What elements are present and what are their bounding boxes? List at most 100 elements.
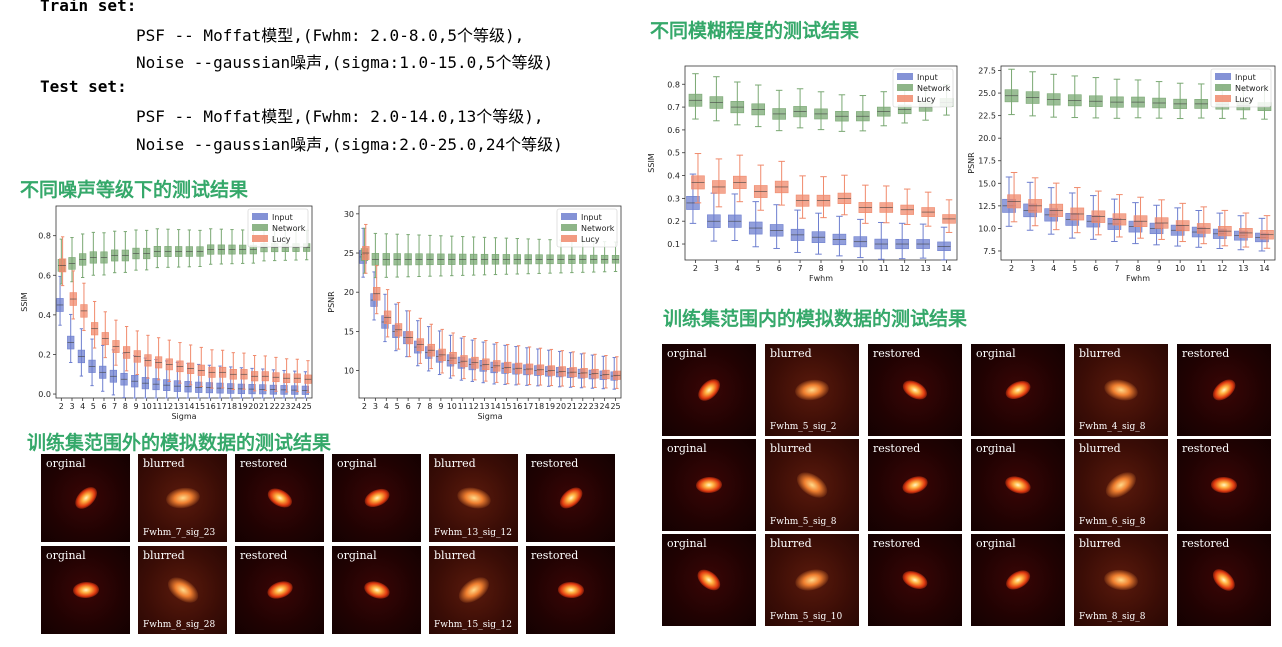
tile-params: Fwhm_5_sig_10 [770, 612, 843, 622]
x-tick-label: 11 [1196, 264, 1206, 273]
galaxy-tile-blurred: blurred Fwhm_6_sig_8 [1074, 439, 1168, 531]
tile-label: restored [240, 549, 288, 562]
tile-label: restored [873, 537, 921, 550]
tile-label: blurred [770, 442, 812, 455]
y-tick-label: 25.0 [978, 89, 996, 98]
y-tick-label: 0.4 [667, 172, 680, 181]
x-tick-label: 12 [1217, 264, 1227, 273]
galaxy-image [694, 375, 724, 405]
x-tick-label: 13 [479, 402, 489, 411]
galaxy-tile-orginal: orginal [332, 546, 421, 634]
x-tick-label: 14 [184, 402, 194, 411]
x-tick-label: 22 [270, 402, 280, 411]
x-axis-label: Fwhm [809, 274, 833, 283]
x-tick-label: 12 [469, 402, 479, 411]
x-tick-label: 10 [858, 264, 868, 273]
x-axis-label: Fwhm [1126, 274, 1150, 283]
galaxy-tile-orginal: orginal [41, 546, 130, 634]
y-tick-label: 15 [344, 327, 354, 336]
y-tick-label: 0.8 [38, 232, 51, 241]
galaxy-image [454, 484, 493, 512]
x-tick-label: 21 [259, 402, 269, 411]
test-psf-line: PSF -- Moffat模型,(Fwhm: 2.0-14.0,13个等级), [136, 107, 544, 126]
tile-label: blurred [1079, 442, 1121, 455]
legend-label-network: Network [1235, 84, 1269, 93]
galaxy-image [72, 581, 99, 599]
galaxy-tile-blurred: blurred Fwhm_15_sig_12 [429, 546, 518, 634]
galaxy-tile-restored: restored [235, 546, 324, 634]
x-tick-label: 19 [238, 402, 248, 411]
tile-params: Fwhm_4_sig_8 [1079, 422, 1146, 432]
x-tick-label: 3 [714, 264, 719, 273]
x-tick-label: 5 [91, 402, 96, 411]
galaxy-tile-restored: restored [868, 439, 962, 531]
x-tick-label: 9 [438, 402, 443, 411]
y-tick-label: 0.4 [38, 311, 51, 320]
chart-noise-ssim: 0.0 0.2 0.4 0.6 0.8 2 3 4 5 6 7 8 9 10 11 12 13 14 15 16 17 1… [18, 200, 316, 426]
galaxy-image [792, 467, 832, 503]
galaxy-image [1101, 466, 1141, 504]
legend-label-input: Input [581, 213, 602, 222]
legend-swatch-network [252, 224, 268, 231]
tile-label: orginal [667, 347, 707, 360]
x-tick-label: 15 [501, 402, 511, 411]
x-tick-label: 18 [227, 402, 237, 411]
tile-params: Fwhm_6_sig_8 [1079, 517, 1146, 527]
galaxy-tile-blurred: blurred Fwhm_7_sig_23 [138, 454, 227, 542]
galaxy-image [264, 484, 295, 512]
tile-label: orginal [667, 442, 707, 455]
galaxy-image [793, 565, 831, 594]
tile-params: Fwhm_5_sig_8 [770, 517, 837, 527]
galaxy-tile-blurred: blurred Fwhm_13_sig_12 [429, 454, 518, 542]
y-tick-label: 22.5 [978, 112, 996, 121]
galaxy-tile-orginal: orginal [41, 454, 130, 542]
galaxy-tile-orginal: orginal [971, 344, 1065, 436]
x-tick-label: 18 [534, 402, 544, 411]
y-tick-label: 7.5 [983, 247, 996, 256]
x-tick-label: 9 [133, 402, 138, 411]
y-tick-label: 0.2 [38, 350, 51, 359]
y-tick-label: 0.2 [667, 217, 680, 226]
tile-label: orginal [976, 442, 1016, 455]
heading-inside-range: 训练集范围内的模拟数据的测试结果 [663, 308, 968, 330]
y-tick-label: 0.5 [667, 149, 680, 158]
galaxy-tile-restored: restored [526, 454, 615, 542]
x-tick-label: 13 [174, 402, 184, 411]
galaxy-tile-orginal: orginal [662, 344, 756, 436]
x-tick-label: 6 [101, 402, 106, 411]
legend-label-network: Network [917, 84, 951, 93]
x-tick-label: 4 [80, 402, 85, 411]
tile-label: restored [1182, 537, 1230, 550]
tile-params: Fwhm_5_sig_2 [770, 422, 837, 432]
galaxy-image [453, 571, 494, 609]
x-tick-label: 8 [427, 402, 432, 411]
y-axis-label: SSIM [20, 292, 29, 312]
y-axis-label: SSIM [647, 153, 656, 173]
train-psf-line: PSF -- Moffat模型,(Fwhm: 2.0-8.0,5个等级), [136, 26, 525, 45]
galaxy-tile-orginal: orginal [971, 534, 1065, 626]
y-tick-label: 0.7 [667, 103, 680, 112]
x-axis-label: Sigma [171, 412, 196, 421]
x-tick-label: 21 [567, 402, 577, 411]
tile-label: restored [873, 347, 921, 360]
legend-label-network: Network [581, 224, 615, 233]
tile-label: orginal [46, 457, 86, 470]
x-tick-label: 14 [1259, 264, 1269, 273]
galaxy-image [1102, 376, 1140, 404]
y-tick-label: 20.0 [978, 134, 996, 143]
tile-params: Fwhm_8_sig_8 [1079, 612, 1146, 622]
x-tick-label: 8 [818, 264, 823, 273]
tile-label: blurred [143, 549, 185, 562]
tile-label: blurred [143, 457, 185, 470]
galaxy-image [899, 567, 931, 593]
galaxy-tile-orginal: orginal [332, 454, 421, 542]
x-tick-label: 11 [458, 402, 468, 411]
galaxy-tile-orginal: orginal [662, 534, 756, 626]
tile-label: restored [873, 442, 921, 455]
x-tick-label: 16 [512, 402, 522, 411]
test-set-title: Test set: [40, 77, 127, 96]
tile-params: Fwhm_15_sig_12 [434, 620, 512, 630]
heading-outside-range: 训练集范围外的模拟数据的测试结果 [27, 432, 332, 454]
x-tick-label: 5 [1072, 264, 1077, 273]
x-tick-label: 10 [142, 402, 152, 411]
